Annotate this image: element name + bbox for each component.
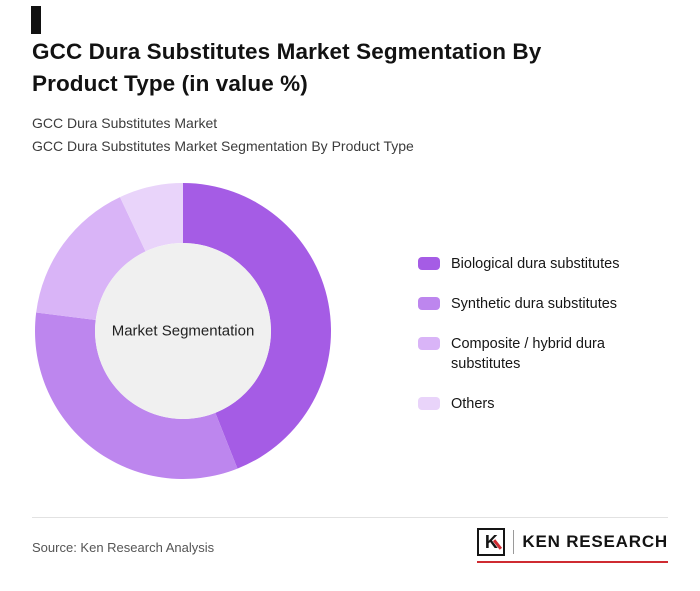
donut-segment-2 (36, 197, 146, 320)
donut-segment-0 (183, 183, 332, 469)
legend-swatch-composite (418, 337, 440, 350)
ken-research-logo: K KEN RESEARCH (477, 528, 668, 563)
source-text: Source: Ken Research Analysis (32, 540, 215, 555)
subtitle-line-2: GCC Dura Substitutes Market Segmentation… (32, 138, 414, 154)
legend-item-others: Others (418, 394, 658, 414)
footer-divider (32, 517, 668, 518)
chart-center-label: Market Segmentation (111, 322, 255, 340)
logo-text: KEN RESEARCH (522, 532, 668, 551)
page-title: GCC Dura Substitutes Market Segmentation… (32, 39, 542, 96)
chart-legend: Biological dura substitutes Synthetic du… (418, 254, 658, 414)
title-accent-bar (31, 6, 41, 34)
legend-item-synthetic: Synthetic dura substitutes (418, 294, 658, 314)
donut-chart (34, 183, 332, 480)
legend-swatch-biological (418, 257, 440, 270)
logo-separator (513, 530, 515, 554)
ken-research-logo-icon: K (477, 528, 506, 556)
donut-segment-1 (34, 312, 238, 480)
legend-item-composite: Composite / hybrid dura substitutes (418, 334, 658, 374)
subtitle-line-1: GCC Dura Substitutes Market (32, 115, 218, 131)
donut-segment-3 (119, 183, 183, 252)
legend-swatch-others (418, 397, 440, 410)
legend-label-synthetic: Synthetic dura substitutes (451, 296, 618, 312)
legend-swatch-synthetic (418, 297, 440, 310)
logo-letter-k: K (484, 532, 498, 552)
legend-label-others: Others (451, 396, 495, 412)
legend-item-biological: Biological dura substitutes (418, 254, 658, 274)
donut-center-circle (95, 243, 271, 419)
legend-label-biological: Biological dura substitutes (451, 256, 620, 272)
legend-label-composite: Composite / hybrid dura substitutes (451, 336, 605, 372)
